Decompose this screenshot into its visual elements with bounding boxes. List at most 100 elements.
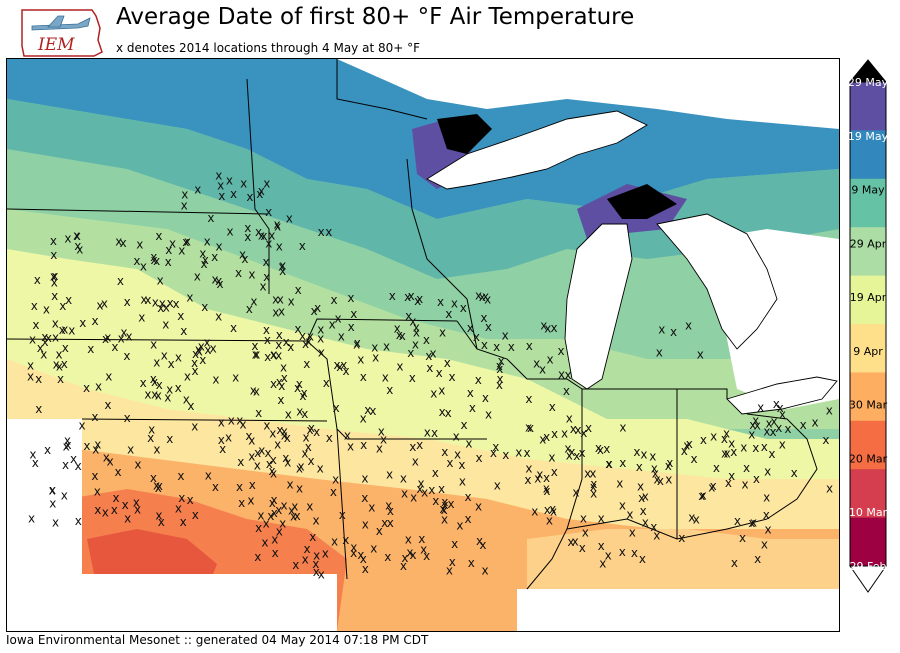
legend-label: 9 Apr — [853, 345, 883, 358]
station-marker: x — [153, 254, 160, 268]
station-marker: x — [526, 339, 533, 353]
station-marker: x — [31, 299, 38, 313]
state-borders — [7, 59, 818, 590]
station-marker: x — [548, 451, 555, 465]
station-marker: x — [381, 516, 388, 530]
station-marker: x — [430, 386, 437, 400]
station-marker: x — [291, 499, 298, 513]
station-marker: x — [51, 269, 58, 283]
station-marker: x — [153, 479, 160, 493]
station-marker: x — [410, 490, 417, 504]
station-marker: x — [279, 264, 286, 278]
station-marker: x — [524, 446, 531, 460]
station-marker: x — [344, 428, 351, 442]
station-marker: x — [270, 348, 277, 362]
station-marker: x — [410, 548, 417, 562]
station-marker: x — [401, 486, 408, 500]
station-marker: x — [640, 504, 647, 518]
station-marker: x — [134, 502, 141, 516]
station-marker: x — [331, 535, 338, 549]
station-marker: x — [436, 366, 443, 380]
station-marker: x — [791, 466, 798, 480]
lake-huron — [656, 213, 778, 350]
station-marker: x — [653, 529, 660, 543]
station-marker: x — [580, 512, 587, 526]
station-marker: x — [432, 466, 439, 480]
station-marker: x — [294, 381, 301, 395]
legend-swatch — [850, 517, 886, 567]
station-marker: x — [458, 458, 465, 472]
station-marker: x — [275, 503, 282, 517]
station-marker: x — [283, 335, 290, 349]
station-marker: x — [441, 513, 448, 527]
station-marker: x — [721, 446, 728, 460]
station-marker: x — [91, 410, 98, 424]
station-marker: x — [264, 333, 271, 347]
station-marker: x — [276, 375, 283, 389]
station-marker: x — [79, 419, 86, 433]
station-marker: x — [445, 307, 452, 321]
station-marker: x — [41, 330, 48, 344]
station-marker: x — [473, 330, 480, 344]
station-marker: x — [322, 546, 329, 560]
station-marker: x — [274, 219, 281, 233]
station-marker: x — [76, 243, 83, 257]
station-marker: x — [686, 437, 693, 451]
station-marker: x — [281, 371, 288, 385]
station-marker: x — [152, 296, 159, 310]
station-marker: x — [272, 546, 279, 560]
station-marker: x — [182, 235, 189, 249]
station-marker: x — [437, 295, 444, 309]
station-marker: x — [68, 323, 75, 337]
station-marker: x — [56, 348, 63, 362]
station-marker: x — [278, 305, 285, 319]
station-marker: x — [551, 465, 558, 479]
station-marker: x — [566, 412, 573, 426]
station-marker: x — [753, 472, 760, 486]
station-marker: x — [301, 407, 308, 421]
station-marker: x — [278, 379, 285, 393]
station-marker: x — [236, 480, 243, 494]
station-marker: x — [476, 451, 483, 465]
station-marker: x — [330, 485, 337, 499]
legend-label: 29 May — [848, 76, 889, 89]
station-marker: x — [465, 437, 472, 451]
station-marker: x — [250, 295, 257, 309]
station-marker: x — [177, 469, 184, 483]
station-marker: x — [826, 482, 833, 496]
station-marker: x — [73, 228, 80, 242]
station-marker: x — [244, 221, 251, 235]
station-marker: x — [44, 443, 51, 457]
station-marker: x — [605, 549, 612, 563]
station-marker: x — [230, 187, 237, 201]
station-marker: x — [724, 447, 731, 461]
station-marker: x — [248, 268, 255, 282]
station-marker: x — [318, 568, 325, 582]
station-marker: x — [272, 306, 279, 320]
station-marker: x — [368, 500, 375, 514]
station-marker: x — [228, 413, 235, 427]
station-marker: x — [547, 353, 554, 367]
station-marker: x — [270, 377, 277, 391]
station-marker: x — [35, 372, 42, 386]
station-marker: x — [282, 451, 289, 465]
station-marker: x — [549, 400, 556, 414]
station-marker: x — [444, 356, 451, 370]
station-marker: x — [237, 455, 244, 469]
station-marker: x — [301, 446, 308, 460]
station-marker: x — [598, 539, 605, 553]
station-marker: x — [551, 427, 558, 441]
station-marker: x — [212, 480, 219, 494]
station-marker: x — [164, 391, 171, 405]
station-marker: x — [166, 432, 173, 446]
station-marker: x — [492, 440, 499, 454]
station-marker: x — [564, 442, 571, 456]
station-marker: x — [201, 300, 208, 314]
station-marker: x — [361, 491, 368, 505]
station-marker: x — [333, 401, 340, 415]
station-marker: x — [654, 472, 661, 486]
station-marker: x — [313, 565, 320, 579]
station-marker: x — [599, 556, 606, 570]
station-marker: x — [387, 504, 394, 518]
legend-swatch — [850, 227, 886, 277]
